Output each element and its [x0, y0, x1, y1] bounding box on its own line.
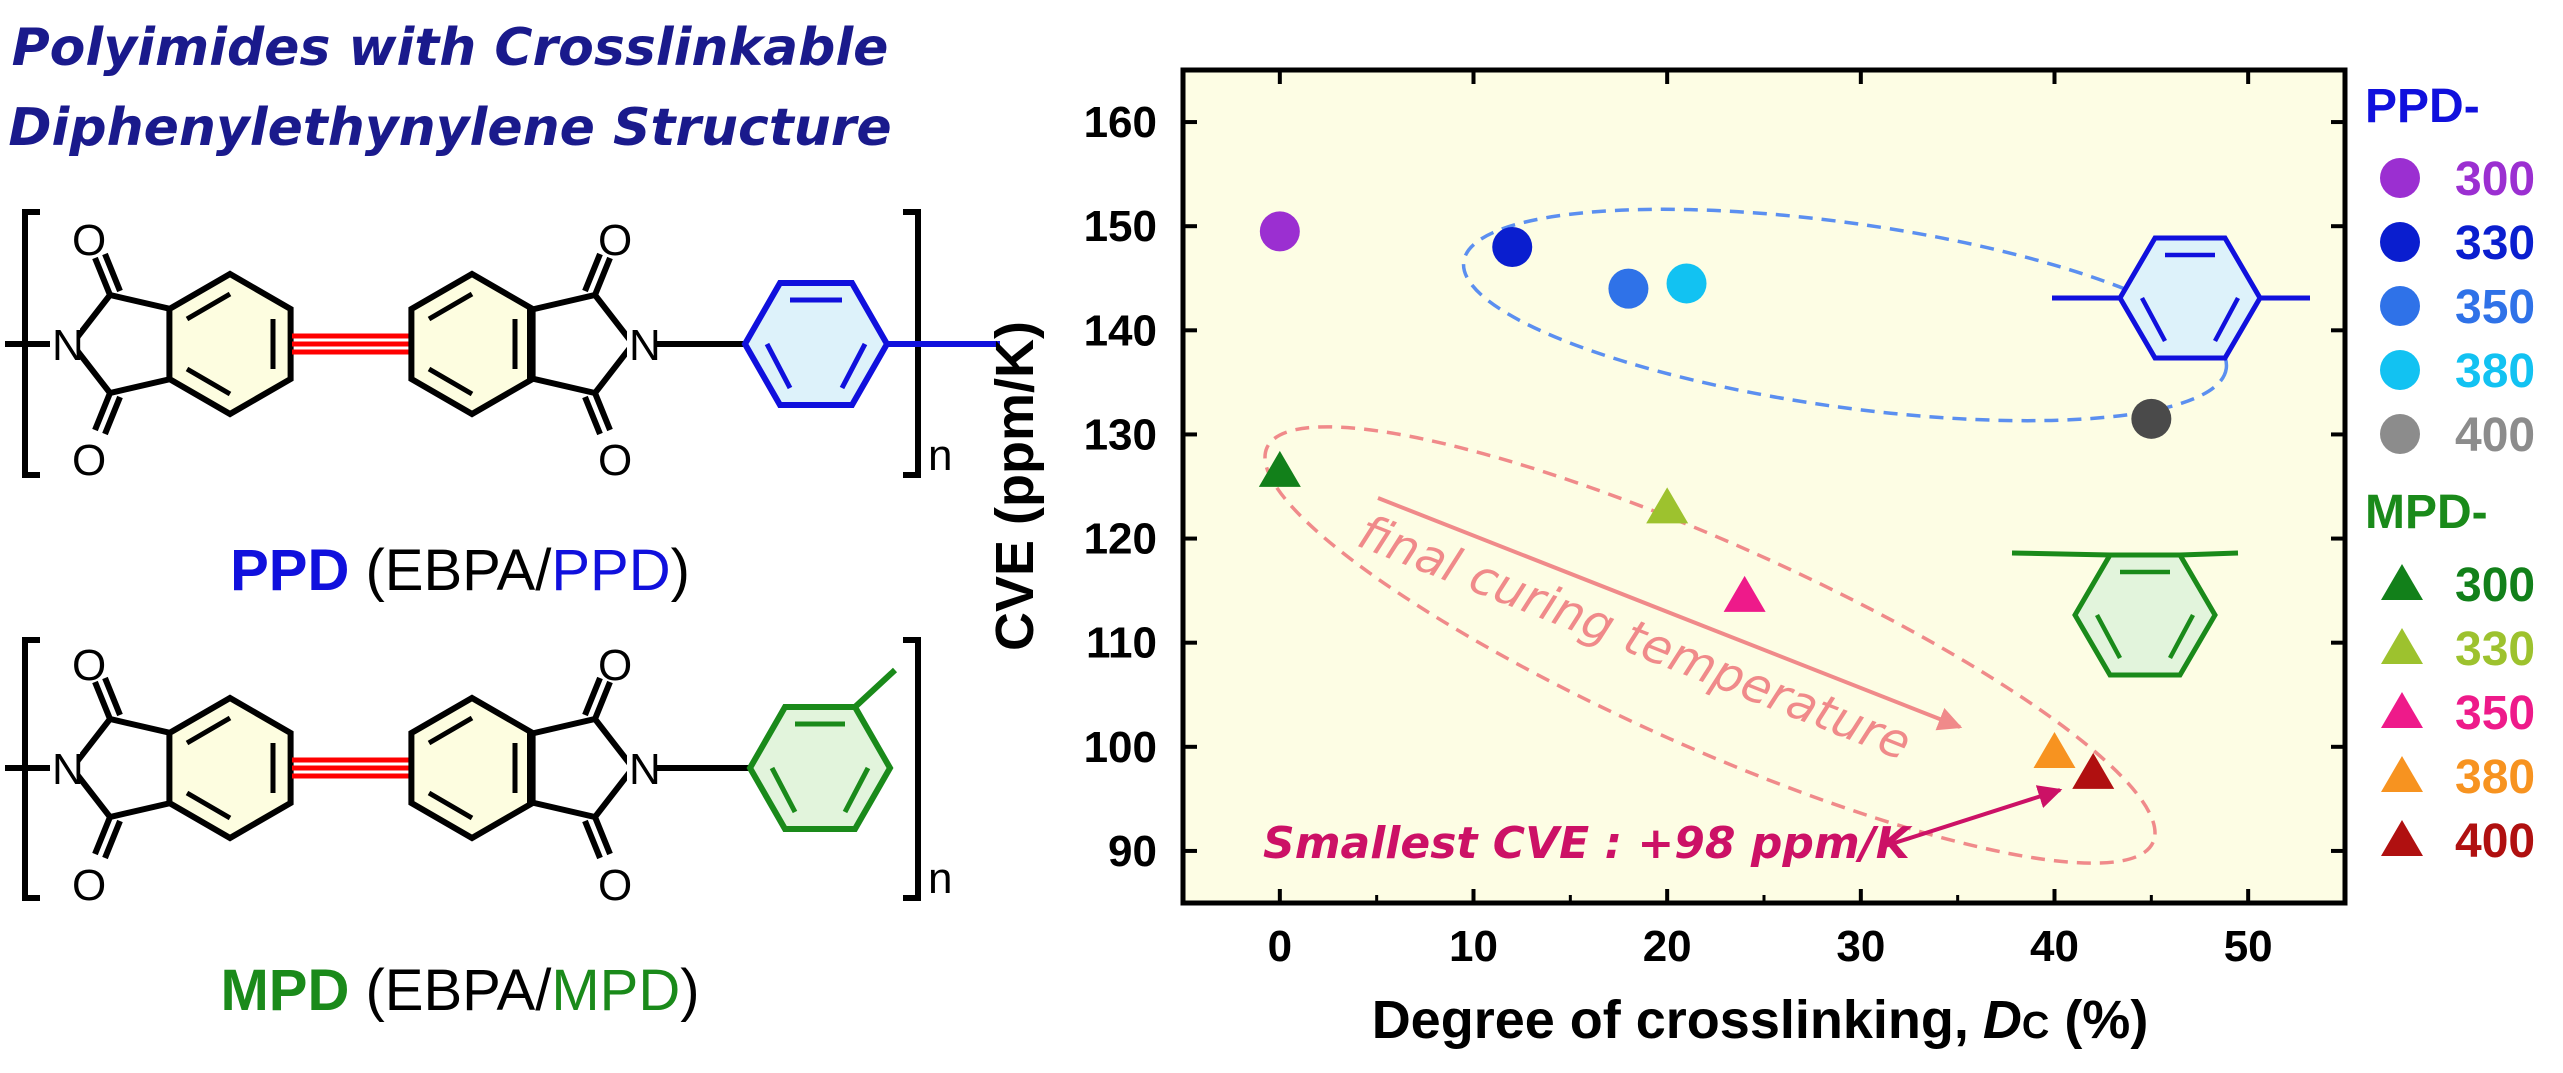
y-tick-label: 100: [1084, 723, 1157, 772]
title-line-1: Polyimides with Crosslinkable: [12, 18, 889, 78]
mpd-caption-close: ): [680, 958, 699, 1023]
mpd-group-ellipse: [1263, 425, 2157, 865]
legend-ppd-label-330: 330: [2455, 217, 2535, 270]
legend-mpd-label-330: 330: [2455, 623, 2535, 676]
mpd-structure: n N N O O O O: [5, 637, 952, 910]
smallest-arrow: [1884, 785, 2063, 848]
ppd-caption-colored: PPD: [551, 538, 670, 603]
legend-mpd-label-350: 350: [2455, 687, 2535, 740]
x-axis-label-unit: (%): [2049, 990, 2148, 1050]
repeat-n: n: [928, 854, 952, 903]
mpd-o-4: O: [598, 861, 632, 910]
mpd-n-right: N: [629, 745, 661, 794]
x-tick-label: 30: [1836, 922, 1885, 971]
x-tick-label: 40: [2030, 922, 2079, 971]
data-point-ppd-300: [1259, 211, 1300, 252]
y-tick-label: 150: [1084, 202, 1157, 251]
data-points: [1258, 211, 2172, 789]
y-tick-label: 90: [1108, 827, 1157, 876]
ppd-o-4: O: [598, 436, 632, 485]
mpd-caption-open: (EBPA/: [349, 958, 552, 1023]
legend-ppd-label-300: 300: [2455, 153, 2535, 206]
data-point-mpd-330: [1646, 487, 1689, 524]
y-tick-label: 120: [1084, 515, 1157, 564]
data-point-ppd-350: [1608, 268, 1649, 309]
data-point-ppd-400: [2131, 398, 2172, 439]
x-tick-label: 20: [1643, 922, 1692, 971]
ppd-o-2: O: [72, 436, 106, 485]
bracket-right: [903, 637, 921, 901]
mpd-caption-colored: MPD: [551, 958, 680, 1023]
axis-ticks: 0 10 20 30 40 50 90 100 110 120 130 140 150 160: [1084, 70, 2347, 971]
ppd-n-right: N: [629, 321, 661, 370]
mpd-o-3: O: [598, 641, 632, 690]
title-line-2: Diphenylethynylene Structure: [8, 98, 891, 158]
legend-ppd-marker-300: [2380, 158, 2420, 198]
repeat-n: n: [928, 431, 952, 480]
mpd-caption-bold: MPD: [220, 958, 349, 1023]
ppd-caption-open: (EBPA/: [349, 538, 552, 603]
x-axis-label-main: Degree of crosslinking,: [1372, 990, 1969, 1050]
data-point-mpd-380: [2033, 732, 2076, 769]
data-point-mpd-300: [1258, 450, 1301, 487]
curing-arrow: [1377, 496, 1963, 731]
legend: PPD- MPD- 300 330 350 380 400 300 330 350 380 400: [2365, 80, 2535, 868]
legend-ppd-marker-330: [2380, 222, 2420, 262]
data-point-ppd-380: [1666, 263, 1707, 304]
ppd-caption-bold: PPD: [230, 538, 349, 603]
y-tick-label: 140: [1084, 306, 1157, 355]
mpd-o-2: O: [72, 861, 106, 910]
legend-mpd-title: MPD-: [2365, 486, 2488, 539]
mpd-caption: MPD (EBPA/MPD): [220, 958, 699, 1023]
y-tick-label: 160: [1084, 98, 1157, 147]
ppd-o-1: O: [72, 216, 106, 265]
legend-ppd-label-400: 400: [2455, 409, 2535, 462]
y-axis-label: CVE (ppm/K): [985, 321, 1045, 651]
x-tick-label: 0: [1268, 922, 1292, 971]
ppd-o-3: O: [598, 216, 632, 265]
data-point-mpd-400: [2072, 752, 2115, 789]
data-point-mpd-350: [1723, 575, 1766, 612]
ppd-caption: PPD (EBPA/PPD): [230, 538, 690, 603]
mpd-o-1: O: [72, 641, 106, 690]
legend-mpd-marker-330: [2381, 628, 2423, 664]
ppd-caption-close: ): [671, 538, 690, 603]
x-axis-label-symbol: D: [1983, 990, 2022, 1050]
para-phenylene-icon: [2052, 235, 2310, 361]
legend-mpd-marker-400: [2381, 820, 2423, 856]
x-axis-label: Degree of crosslinking, DC (%): [1372, 990, 2149, 1050]
legend-mpd-label-400: 400: [2455, 815, 2535, 868]
y-tick-label: 110: [1086, 619, 1157, 668]
legend-mpd-marker-350: [2381, 692, 2423, 728]
legend-ppd-marker-350: [2380, 286, 2420, 326]
x-tick-label: 50: [2224, 922, 2273, 971]
ppd-structure: n N N O O O O: [5, 209, 1000, 485]
ppd-n-left: N: [52, 321, 84, 370]
ppd-group-ellipse: [1461, 207, 2229, 423]
legend-ppd-label-350: 350: [2455, 281, 2535, 334]
meta-phenylene-icon: [2011, 550, 2239, 678]
legend-mpd-label-380: 380: [2455, 751, 2535, 804]
legend-ppd-title: PPD-: [2365, 80, 2480, 133]
x-tick-label: 10: [1449, 922, 1498, 971]
legend-mpd-label-300: 300: [2455, 559, 2535, 612]
legend-ppd-marker-400: [2380, 414, 2420, 454]
mpd-n-left: N: [52, 745, 84, 794]
smallest-cve-annotation: Smallest CVE : +98 ppm/K: [1263, 818, 1913, 869]
x-axis-label-sub: C: [2022, 1005, 2049, 1047]
data-point-ppd-330: [1492, 227, 1533, 268]
y-tick-label: 130: [1084, 410, 1157, 459]
legend-ppd-marker-380: [2380, 350, 2420, 390]
plot-area: [1180, 67, 2348, 906]
legend-ppd-label-380: 380: [2455, 345, 2535, 398]
legend-mpd-marker-300: [2381, 564, 2423, 600]
legend-mpd-marker-380: [2381, 756, 2423, 792]
